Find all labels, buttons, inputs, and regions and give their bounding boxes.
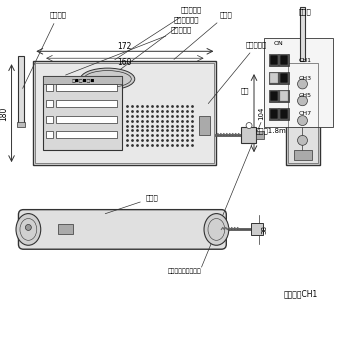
Bar <box>58 224 73 234</box>
Bar <box>269 54 289 66</box>
Text: 180: 180 <box>0 106 8 121</box>
Text: 全長、1.8m: 全長、1.8m <box>256 127 287 134</box>
Circle shape <box>298 79 307 89</box>
Bar <box>46 116 53 122</box>
Bar <box>18 121 26 127</box>
Bar <box>280 109 288 119</box>
Bar <box>286 61 320 165</box>
Bar <box>300 7 306 61</box>
Text: ECE1801: ECE1801 <box>58 82 76 86</box>
Bar <box>198 116 210 135</box>
Bar <box>19 56 25 126</box>
Text: ON: ON <box>274 41 284 46</box>
Bar <box>43 76 122 150</box>
Ellipse shape <box>80 68 135 90</box>
Bar <box>43 76 122 84</box>
Circle shape <box>246 122 252 128</box>
Bar <box>270 91 278 101</box>
Bar <box>280 55 288 65</box>
Text: CH7: CH7 <box>299 111 312 116</box>
Bar <box>270 55 278 65</box>
Bar <box>294 150 313 160</box>
Bar <box>256 132 264 139</box>
Text: Panasonic: Panasonic <box>58 77 83 82</box>
Text: 172: 172 <box>117 42 132 51</box>
Text: CH1: CH1 <box>299 58 312 63</box>
Bar <box>269 72 289 84</box>
Text: ネームカバー: ネームカバー <box>110 16 200 77</box>
Bar <box>35 63 215 163</box>
Circle shape <box>298 116 307 126</box>
Text: 出荷号はCH1: 出荷号はCH1 <box>284 289 318 298</box>
Text: アンテナ: アンテナ <box>23 12 66 89</box>
Text: 帰辺つまみ: 帰辺つまみ <box>208 41 267 104</box>
Circle shape <box>26 224 31 230</box>
Text: ボディ: ボディ <box>299 8 312 15</box>
Ellipse shape <box>16 214 41 245</box>
Bar <box>280 73 288 83</box>
Text: CH3: CH3 <box>299 76 312 80</box>
Bar <box>269 108 289 120</box>
Bar <box>270 73 278 83</box>
Ellipse shape <box>204 214 229 245</box>
Text: 用件ランプ: 用件ランプ <box>115 7 202 60</box>
Circle shape <box>298 135 307 145</box>
Bar <box>264 38 333 127</box>
FancyBboxPatch shape <box>19 210 226 249</box>
Bar <box>46 84 53 91</box>
Bar <box>288 63 318 163</box>
Bar <box>270 109 278 119</box>
Bar <box>56 132 118 138</box>
Text: 38: 38 <box>262 225 268 234</box>
Text: ゴム足: ゴム足 <box>105 195 159 214</box>
Bar <box>46 132 53 138</box>
Bar <box>56 100 118 107</box>
Text: 160: 160 <box>117 58 132 67</box>
Bar <box>46 100 53 107</box>
Bar <box>56 84 118 91</box>
Bar <box>251 224 263 235</box>
Bar <box>56 116 118 122</box>
Text: 周波数設定スイッチ: 周波数設定スイッチ <box>168 268 202 274</box>
Bar <box>241 127 256 144</box>
Bar <box>269 90 289 102</box>
Text: CH5: CH5 <box>299 93 312 98</box>
Text: 押勝: 押勝 <box>241 88 250 94</box>
Text: □■□■□■: □■□■□■ <box>71 78 95 82</box>
Circle shape <box>298 96 307 106</box>
Text: 着信ランプ: 着信ランプ <box>65 27 192 75</box>
Bar <box>33 61 216 165</box>
Bar <box>280 91 288 101</box>
Text: カバー: カバー <box>174 12 233 60</box>
Text: 104: 104 <box>258 107 264 120</box>
